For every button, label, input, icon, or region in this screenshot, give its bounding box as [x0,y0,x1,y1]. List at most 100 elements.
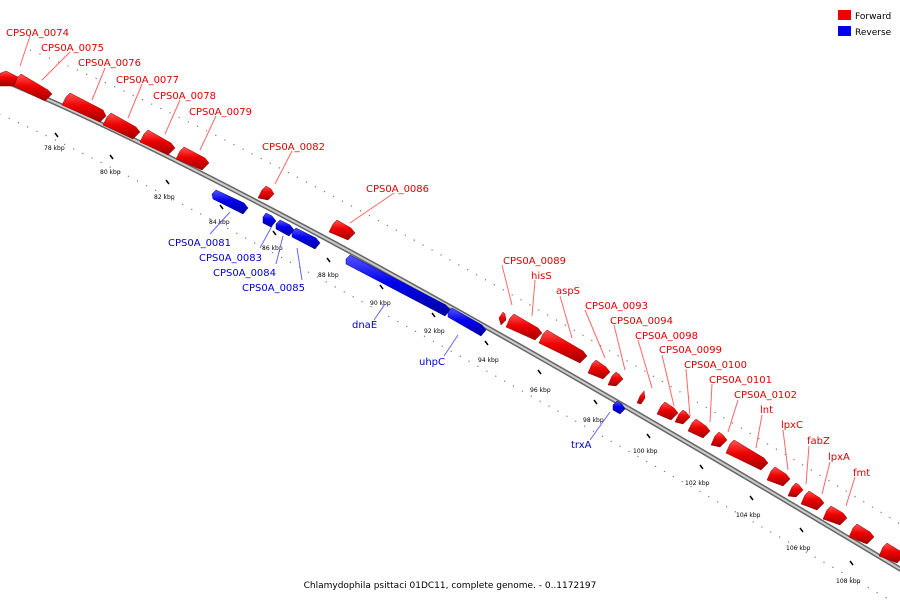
gene-arrow-forward[interactable] [257,185,275,201]
gene-arrow-forward[interactable] [725,439,769,471]
guide-track-outer [29,49,900,525]
gene-label[interactable]: CPS0A_0086 [366,184,429,195]
gene-label[interactable]: CPS0A_0093 [585,301,648,312]
scale-ticks: 78 kbp 80 kbp 82 kbp 84 kbp 86 kbp 88 kb… [44,132,861,585]
gene-arrow-forward[interactable] [175,146,210,171]
legend-swatch-reverse [838,26,851,36]
scale-tick-label: 98 kbp [583,417,604,424]
gene-label[interactable]: lnt [760,405,773,416]
scale-tick-mark [537,369,542,375]
gene-arrow-forward[interactable] [505,313,543,341]
leader-line [199,115,217,151]
gene-label[interactable]: CPS0A_0098 [635,331,698,342]
gene-arrow-reverse[interactable] [211,189,249,215]
gene-label[interactable]: CPS0A_0102 [734,390,797,401]
gene-arrow-reverse[interactable] [345,254,451,317]
gene-arrow-forward[interactable] [878,542,900,564]
gene-arrow-forward[interactable] [607,371,624,387]
gene-label[interactable]: lpxA [828,452,850,463]
scale-tick-label: 108 kbp [836,578,861,585]
leader-line [274,150,293,185]
gene-arrow-forward[interactable] [800,490,825,511]
leader-line [613,324,626,371]
gene-arrow-forward[interactable] [687,418,711,439]
gene-label[interactable]: hisS [531,271,552,282]
gene-label[interactable]: CPS0A_0076 [78,58,141,69]
gene-label[interactable]: CPS0A_0083 [199,253,262,264]
gene-label[interactable]: CPS0A_0101 [709,375,772,386]
scale-tick-mark [54,132,59,138]
gene-arrow-reverse[interactable] [612,400,626,415]
gene-arrow-reverse[interactable] [447,307,487,337]
gene-arrow-forward[interactable] [636,390,646,405]
scale-tick-mark [484,340,489,346]
gene-arrow-reverse[interactable] [291,227,321,250]
scale-tick-label: 92 kbp [424,328,445,335]
reverse-gene-labels: CPS0A_0081 CPS0A_0083 CPS0A_0084 CPS0A_0… [168,238,592,451]
scale-tick-label: 104 kbp [736,512,761,519]
forward-gene-labels: CPS0A_0074 CPS0A_0075 CPS0A_0076 CPS0A_0… [6,28,870,479]
gene-label[interactable]: dnaE [352,320,377,331]
leader-line [584,309,606,359]
gene-label[interactable]: CPS0A_0077 [116,75,179,86]
scale-tick-mark [272,230,277,236]
gene-label[interactable]: lpxC [781,420,803,431]
gene-arrow-reverse[interactable] [262,212,277,228]
gene-arrow-forward[interactable] [848,523,875,545]
gene-label[interactable]: CPS0A_0094 [610,316,673,327]
gene-arrow-forward[interactable] [710,431,728,448]
scale-tick-label: 86 kbp [262,245,283,252]
gene-arrow-forward[interactable] [61,92,107,123]
gene-arrow-forward[interactable] [102,112,141,140]
gene-arrow-forward[interactable] [822,505,848,526]
scale-tick-label: 80 kbp [100,169,121,176]
leader-line [755,414,763,449]
leader-line [727,399,739,433]
gene-label[interactable]: CPS0A_0099 [659,345,722,356]
gene-label[interactable]: CPS0A_0078 [153,91,216,102]
scale-tick-label: 82 kbp [154,194,175,201]
gene-arrow-forward[interactable] [139,129,176,156]
gene-label[interactable]: CPS0A_0075 [41,43,104,54]
scale-tick-label: 106 kbp [786,545,811,552]
gene-label[interactable]: CPS0A_0084 [213,268,276,279]
gene-label[interactable]: aspS [556,286,580,297]
scale-tick-mark [431,312,436,318]
leader-line [259,225,273,249]
forward-genes [0,70,900,564]
gene-label[interactable]: fabZ [807,436,830,447]
gene-label[interactable]: CPS0A_0082 [262,142,325,153]
gene-arrow-forward[interactable] [13,73,53,102]
gene-label[interactable]: fmt [853,468,870,479]
legend-swatch-forward [838,10,851,20]
scale-tick-mark [699,464,704,470]
legend-label-forward: Forward [855,12,891,22]
gene-arrow-forward[interactable] [328,219,356,241]
gene-arrow-forward[interactable] [766,466,791,487]
gene-label[interactable]: CPS0A_0081 [168,238,231,249]
gene-label[interactable]: trxA [571,440,592,451]
gene-arrow-forward[interactable] [538,329,588,364]
gene-label[interactable]: uhpC [419,357,445,368]
gene-arrow-forward[interactable] [656,401,679,421]
leader-line [589,411,611,441]
gene-label[interactable]: CPS0A_0074 [6,28,69,39]
label-leaders [19,35,856,507]
gene-label[interactable]: CPS0A_0100 [684,360,747,371]
leader-line [349,192,395,224]
scale-tick-mark [165,179,170,185]
gene-arrow-reverse[interactable] [275,219,295,237]
scale-tick-label: 102 kbp [685,480,710,487]
gene-arrow-forward[interactable] [587,359,611,380]
gene-label[interactable]: CPS0A_0089 [503,256,566,267]
gene-arrow-forward[interactable] [787,482,804,498]
leader-line [782,429,789,471]
gene-label[interactable]: CPS0A_0085 [242,283,305,294]
gene-arrow-forward[interactable] [674,409,691,425]
scale-tick-label: 84 kbp [209,219,230,226]
gene-label[interactable]: CPS0A_0079 [189,107,252,118]
leader-line [275,235,284,265]
leader-line [127,83,143,119]
gene-arrow-forward[interactable] [498,311,507,326]
